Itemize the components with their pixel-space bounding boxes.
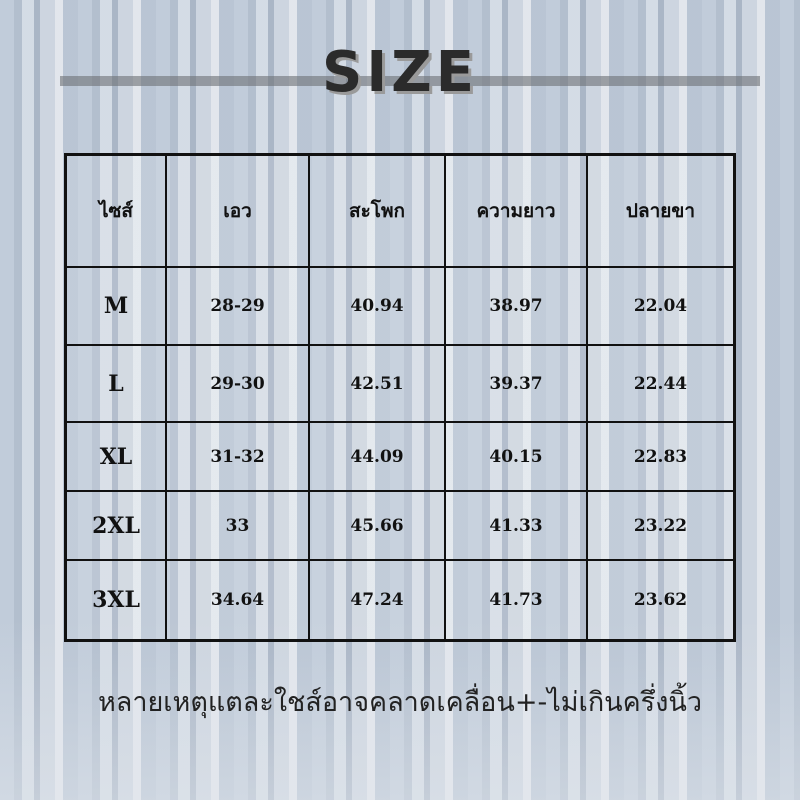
header-length: ความยาว bbox=[444, 153, 588, 268]
waist-cell: 34.64 bbox=[165, 559, 310, 641]
page-title: SIZE bbox=[321, 40, 479, 105]
background-shade bbox=[0, 620, 800, 800]
table-row: 2XL 33 45.66 41.33 23.22 bbox=[64, 490, 736, 561]
header-leg-opening: ปลายขา bbox=[586, 153, 736, 268]
header-hip: สะโพก bbox=[308, 153, 446, 268]
leg-opening-cell: 22.44 bbox=[586, 344, 736, 423]
length-cell: 39.37 bbox=[444, 344, 588, 423]
length-cell: 41.33 bbox=[444, 490, 588, 561]
hip-cell: 40.94 bbox=[308, 266, 446, 346]
size-cell: 2XL bbox=[64, 490, 167, 561]
tolerance-note: หลายเหตุแตละใชส์อาจคลาดเคลื่อน+-ไม่เกินค… bbox=[97, 687, 702, 718]
size-cell: M bbox=[64, 266, 167, 346]
waist-cell: 33 bbox=[165, 490, 310, 561]
waist-cell: 29-30 bbox=[165, 344, 310, 423]
table-row: M 28-29 40.94 38.97 22.04 bbox=[64, 266, 736, 346]
waist-cell: 31-32 bbox=[165, 421, 310, 492]
length-cell: 38.97 bbox=[444, 266, 588, 346]
table-row: XL 31-32 44.09 40.15 22.83 bbox=[64, 421, 736, 492]
hip-cell: 47.24 bbox=[308, 559, 446, 641]
hip-cell: 42.51 bbox=[308, 344, 446, 423]
leg-opening-cell: 22.83 bbox=[586, 421, 736, 492]
table-row: L 29-30 42.51 39.37 22.44 bbox=[64, 344, 736, 423]
table-header-row: ไซส์ เอว สะโพก ความยาว ปลายขา bbox=[64, 153, 736, 268]
header-waist: เอว bbox=[165, 153, 310, 268]
leg-opening-cell: 23.62 bbox=[586, 559, 736, 641]
clothes-rail bbox=[60, 76, 760, 86]
size-cell: L bbox=[64, 344, 167, 423]
leg-opening-cell: 23.22 bbox=[586, 490, 736, 561]
leg-opening-cell: 22.04 bbox=[586, 266, 736, 346]
waist-cell: 28-29 bbox=[165, 266, 310, 346]
table-row: 3XL 34.64 47.24 41.73 23.62 bbox=[64, 559, 736, 641]
size-table: ไซส์ เอว สะโพก ความยาว ปลายขา M 28-29 40… bbox=[64, 153, 736, 642]
hip-cell: 45.66 bbox=[308, 490, 446, 561]
length-cell: 40.15 bbox=[444, 421, 588, 492]
length-cell: 41.73 bbox=[444, 559, 588, 641]
size-cell: XL bbox=[64, 421, 167, 492]
header-size: ไซส์ bbox=[64, 153, 167, 268]
hip-cell: 44.09 bbox=[308, 421, 446, 492]
size-cell: 3XL bbox=[64, 559, 167, 641]
